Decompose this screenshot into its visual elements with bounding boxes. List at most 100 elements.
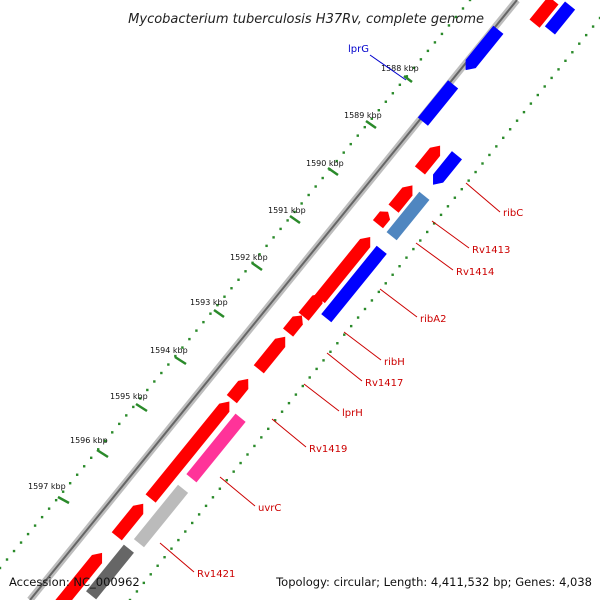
guide-dot: [223, 295, 226, 298]
guide-dot: [211, 496, 215, 499]
guide-dot: [522, 110, 526, 114]
guide-dot: [508, 128, 512, 131]
outer-dotted-guide: [0, 0, 472, 570]
guide-dot: [433, 41, 437, 44]
gene-label-rv1413[interactable]: Rv1413: [472, 245, 510, 256]
guide-dot: [322, 359, 325, 362]
guide-dot: [47, 507, 51, 510]
guide-dot: [300, 202, 303, 205]
gene-feature: [372, 211, 391, 229]
gene-feature: [145, 401, 230, 503]
guide-dot: [474, 170, 477, 174]
gene-label-rv1414[interactable]: Rv1414: [456, 267, 494, 278]
coordinate-ticks: 1588 kbp 1589 kbp 1590 kbp 1591 kbp 1592 kbp…: [28, 64, 419, 505]
guide-dot: [515, 119, 519, 122]
tick-label: 1593 kbp: [190, 298, 228, 307]
guide-dot: [335, 159, 338, 163]
map-title: Mycobacterium tuberculosis H37Rv, comple…: [128, 12, 484, 27]
guide-dot: [5, 558, 9, 561]
guide-dot: [536, 93, 539, 97]
guide-dot: [440, 32, 444, 36]
tick-mark: [57, 495, 70, 505]
guide-dot: [398, 265, 401, 268]
gene-leader-line: [326, 352, 363, 382]
tick-label: 1594 kbp: [150, 346, 188, 355]
guide-dot: [308, 376, 311, 379]
gene-label-lprg[interactable]: lprG: [348, 44, 369, 55]
guide-dot: [343, 333, 346, 336]
guide-dot: [439, 213, 443, 217]
gene-label-rv1421[interactable]: Rv1421: [197, 569, 235, 580]
guide-dot: [118, 422, 121, 426]
gene-label-rv1419[interactable]: Rv1419: [309, 444, 347, 455]
guide-dot: [454, 15, 458, 19]
gene-leader-line: [415, 242, 454, 271]
guide-dot: [239, 461, 242, 465]
guide-dot: [398, 83, 402, 86]
gene-label-lprh[interactable]: lprH: [342, 408, 363, 419]
guide-dot: [356, 134, 359, 137]
guide-dot: [571, 51, 574, 54]
guide-dot: [174, 354, 177, 358]
guide-dot: [349, 142, 352, 146]
guide-dot: [287, 401, 291, 405]
guide-dot: [135, 590, 139, 593]
guide-dot: [260, 436, 263, 439]
guide-dot: [363, 307, 367, 311]
guide-dot: [177, 538, 180, 542]
guide-dot: [26, 532, 30, 536]
guide-dot: [412, 66, 416, 70]
guide-dot: [495, 145, 498, 148]
guide-dot: [40, 515, 44, 519]
guide-dot: [197, 513, 201, 516]
inner-dotted-guide: [128, 16, 600, 600]
guide-dot: [202, 320, 205, 324]
guide-dot: [405, 75, 409, 78]
guide-dot: [146, 388, 149, 392]
gene-labels: lprG ribC Rv1413 Rv1414 ribA2 ribH Rv1417 lprH R…: [159, 44, 523, 580]
guide-dot: [160, 371, 163, 375]
gene-leader-line: [379, 288, 418, 318]
guide-dot: [391, 92, 395, 95]
gene-feature: [283, 315, 303, 337]
guide-dot: [0, 566, 2, 570]
gene-feature: [111, 503, 144, 541]
guide-dot: [419, 239, 422, 242]
guide-dot: [191, 521, 194, 525]
guide-dot: [481, 162, 484, 165]
tick-mark: [365, 119, 377, 130]
guide-dot: [329, 350, 332, 353]
gene-label-uvrc[interactable]: uvrC: [258, 503, 281, 514]
guide-dot: [104, 439, 107, 443]
guide-dot: [225, 478, 228, 482]
guide-dot: [267, 427, 270, 431]
guide-dot: [412, 247, 415, 251]
gene-feature: [186, 413, 246, 483]
guide-dot: [564, 59, 567, 62]
guide-dot: [461, 7, 465, 10]
guide-dot: [181, 346, 184, 349]
gene-label-ribh[interactable]: ribH: [384, 357, 405, 368]
guide-dot: [293, 210, 296, 214]
gene-label-ribc[interactable]: ribC: [503, 208, 523, 219]
guide-dot: [543, 85, 546, 88]
guide-dot: [246, 453, 249, 456]
guide-dot: [273, 419, 277, 422]
guide-dot: [314, 185, 317, 188]
tick-label: 1595 kbp: [110, 392, 148, 401]
guide-dot: [61, 490, 65, 493]
guide-dot: [280, 410, 284, 413]
tick-label: 1597 kbp: [28, 482, 66, 491]
gene-feature: [314, 236, 371, 304]
gene-leader-line: [303, 383, 340, 412]
tick-mark: [174, 355, 187, 366]
gene-label-riba2[interactable]: ribA2: [420, 314, 446, 325]
guide-dot: [188, 337, 191, 341]
guide-dot: [321, 176, 324, 180]
gene-label-rv1417[interactable]: Rv1417: [365, 378, 403, 389]
guide-dot: [307, 193, 310, 197]
guide-dot: [111, 431, 114, 434]
tick-mark: [403, 75, 413, 83]
